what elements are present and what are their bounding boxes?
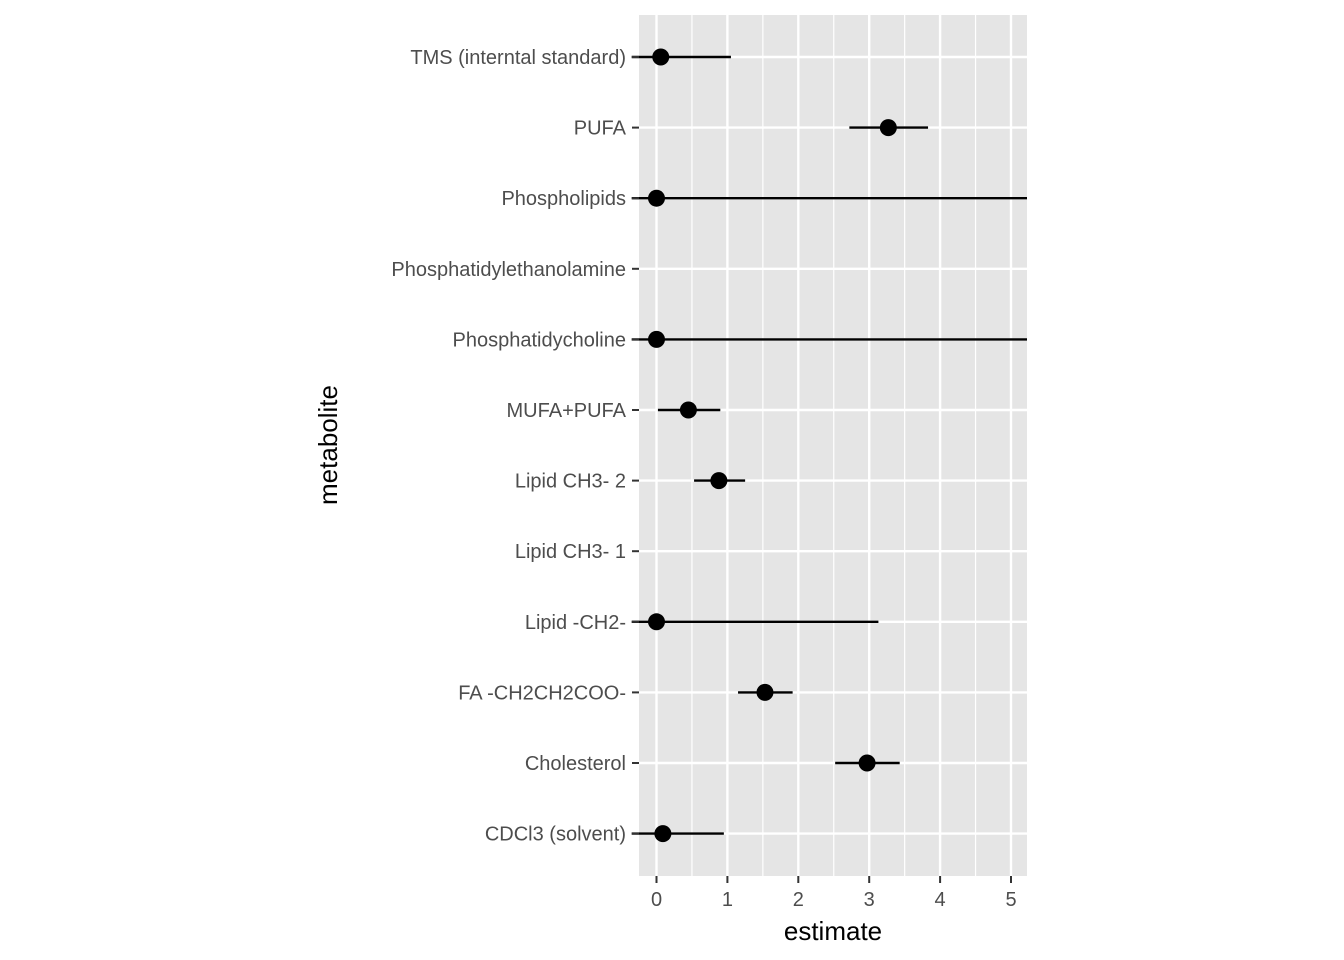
x-tick-label: 3	[864, 889, 875, 911]
data-point	[858, 754, 876, 772]
y-tick-label: Lipid -CH2-	[525, 612, 626, 634]
y-tick-label: MUFA+PUFA	[507, 400, 627, 422]
y-tick-label: Phosphatidylethanolamine	[391, 259, 626, 281]
x-tick-label: 0	[651, 889, 662, 911]
x-tick-labels: 0 1 2 3 4 5	[651, 889, 1017, 911]
x-axis-title: estimate	[784, 916, 882, 946]
y-tick-label: Cholesterol	[525, 753, 626, 775]
x-tick-label: 5	[1005, 889, 1016, 911]
y-tick-label: Lipid CH3- 1	[515, 541, 626, 563]
axis-ticks	[632, 56, 1012, 883]
data-point	[710, 472, 728, 490]
plot-panel	[639, 15, 1027, 876]
data-point	[756, 683, 774, 701]
y-tick-labels: TMS (interntal standard) PUFA Phospholipid…	[391, 47, 626, 846]
y-tick-label: Phospholipids	[501, 188, 626, 210]
y-tick-label: CDCl3 (solvent)	[485, 824, 626, 846]
y-tick-label: Phosphatidycholine	[453, 329, 626, 351]
y-tick-label: TMS (interntal standard)	[410, 47, 626, 69]
data-points	[648, 48, 897, 843]
y-axis-title: metabolite	[313, 385, 343, 505]
x-tick-label: 1	[722, 889, 733, 911]
x-tick-label: 4	[935, 889, 946, 911]
data-point	[648, 613, 665, 631]
y-tick-label: FA -CH2CH2COO-	[458, 682, 626, 704]
data-point	[879, 119, 897, 137]
y-tick-label: PUFA	[574, 118, 627, 140]
data-point	[654, 825, 672, 843]
data-point	[648, 189, 665, 207]
x-tick-label: 2	[793, 889, 804, 911]
y-tick-label: Lipid CH3- 2	[515, 471, 626, 493]
data-point	[648, 330, 665, 348]
minor-gridlines	[691, 15, 977, 876]
data-point	[652, 48, 670, 66]
data-point	[679, 401, 697, 419]
